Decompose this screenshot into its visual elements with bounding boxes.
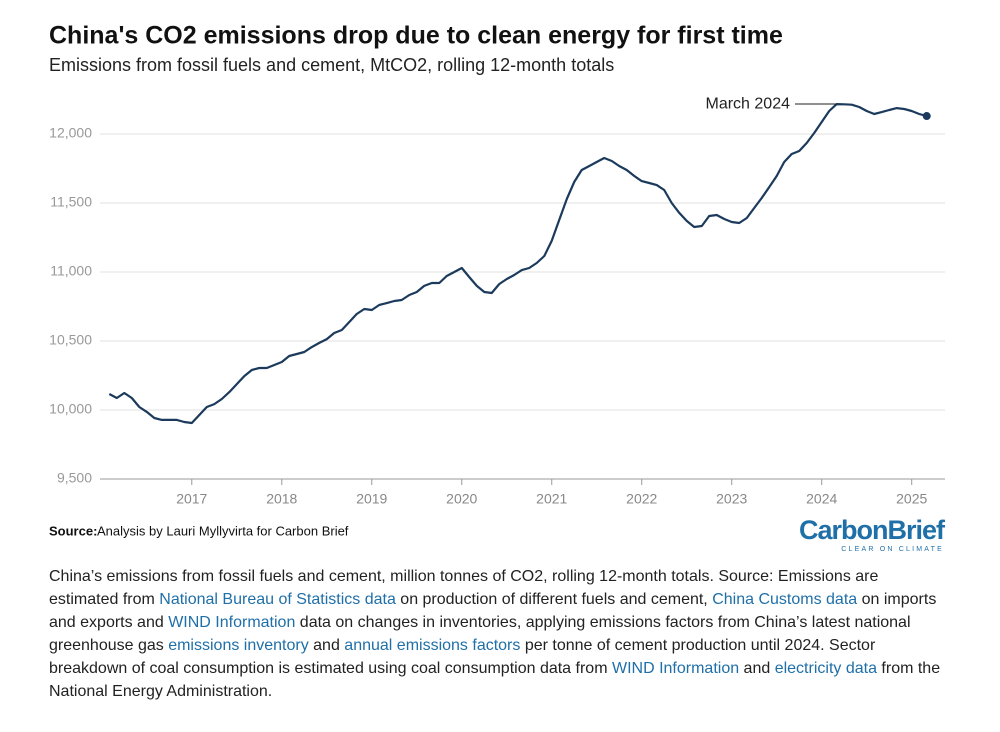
caption-text: China’s emissions from fossil fuels and …: [49, 568, 879, 608]
chart-title: China's CO2 emissions drop due to clean …: [49, 22, 783, 50]
caption-text: per tonne of cement production until 202…: [49, 637, 876, 677]
x-tick-label: 2020: [446, 491, 477, 507]
logo: CarbonBrief: [799, 515, 946, 545]
x-tick-label: 2024: [806, 491, 837, 507]
caption-text: and: [739, 660, 775, 677]
caption-text: on production of different fuels and cem…: [395, 591, 713, 608]
caption-link[interactable]: annual emissions factors: [344, 637, 521, 654]
data-line: [108, 102, 927, 425]
annotation: March 2024: [706, 95, 791, 112]
caption-text: data on changes in inventories, applying…: [49, 614, 911, 654]
caption-link[interactable]: National Bureau of Statistics data: [159, 591, 396, 608]
x-tick-label: 2017: [176, 491, 207, 507]
y-tick-label: 9,500: [57, 470, 92, 486]
caption-text: and: [308, 637, 345, 654]
end-point: [922, 112, 931, 121]
chart-subtitle: Emissions from fossil fuels and cement, …: [49, 55, 614, 75]
x-tick-label: 2021: [536, 491, 567, 507]
caption-link[interactable]: China Customs data: [712, 591, 858, 608]
x-tick-label: 2025: [896, 491, 927, 507]
y-tick-label: 11,000: [50, 263, 92, 279]
logo-tagline: CLEAR ON CLIMATE: [841, 546, 944, 553]
caption-link[interactable]: electricity data: [774, 660, 877, 677]
y-tick-label: 10,000: [49, 401, 92, 417]
caption-link[interactable]: emissions inventory: [168, 637, 309, 654]
x-tick-label: 2022: [626, 491, 657, 507]
x-tick-label: 2018: [266, 491, 297, 507]
y-tick-label: 10,500: [49, 332, 92, 348]
caption-link[interactable]: WIND Information: [168, 614, 296, 631]
caption-text: on imports and exports and: [49, 591, 937, 631]
caption-text: from the National Energy Administration.: [49, 660, 941, 700]
x-tick-label: 2019: [356, 491, 387, 507]
y-tick-label: 12,000: [49, 125, 92, 141]
source-label: Source:: [49, 523, 97, 538]
y-tick-label: 11,500: [50, 194, 92, 210]
caption: China’s emissions from fossil fuels and …: [49, 565, 949, 703]
source-text: Analysis by Lauri Myllyvirta for Carbon …: [97, 523, 349, 538]
chart: China's CO2 emissions drop due to clean …: [49, 22, 947, 553]
caption-link[interactable]: WIND Information: [611, 660, 740, 677]
x-tick-label: 2023: [716, 491, 747, 507]
